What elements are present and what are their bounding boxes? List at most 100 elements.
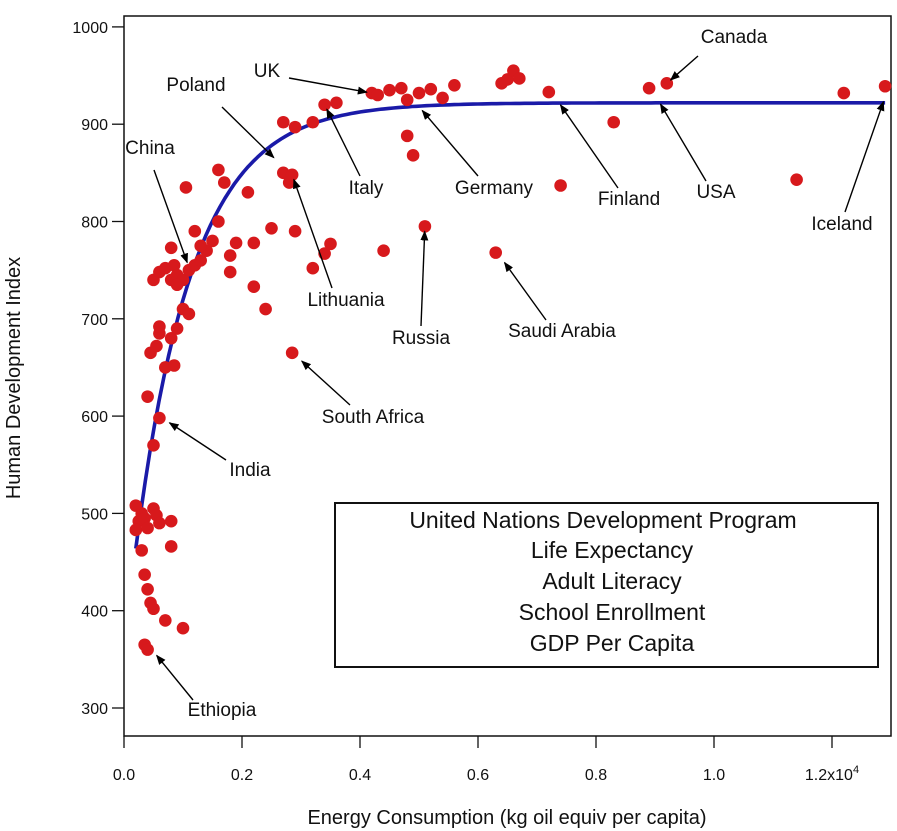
- y-tick-label-400: 400: [81, 604, 108, 621]
- x-tick-label-3: 0.6: [467, 767, 489, 784]
- data-point-13: [141, 582, 154, 596]
- data-point-98: [837, 86, 851, 100]
- annotation-india: India: [229, 460, 271, 481]
- annotation-germany: Germany: [455, 178, 534, 199]
- data-point-19: [141, 643, 154, 656]
- data-point-83: [436, 91, 449, 105]
- annotation-arrow-india: [168, 422, 227, 461]
- data-point-91: [513, 72, 526, 85]
- data-point-70: [288, 120, 302, 134]
- annotation-saudi-arabia: Saudi Arabia: [508, 321, 616, 342]
- data-point-81: [412, 86, 426, 100]
- data-point-54: [229, 236, 243, 250]
- y-tick-label-300: 300: [81, 701, 108, 718]
- data-point-27: [167, 359, 181, 372]
- annotation-arrow-iceland: [844, 100, 885, 213]
- data-point-48: [179, 181, 193, 194]
- info-box-line-1: United Nations Development Program: [409, 507, 796, 533]
- data-point-75: [371, 88, 385, 102]
- data-point-95: [642, 81, 656, 95]
- y-axis-title: Human Development Index: [3, 257, 25, 499]
- x-tick-label-4: 0.8: [585, 767, 607, 784]
- annotation-china: China: [125, 138, 175, 159]
- data-point-57: [259, 302, 272, 316]
- data-point-72: [318, 98, 331, 112]
- annotation-ethiopia: Ethiopia: [188, 700, 257, 721]
- info-box-frame: [334, 502, 879, 668]
- annotation-canada: Canada: [701, 27, 768, 48]
- info-box: United Nations Development Program Life …: [334, 502, 879, 668]
- data-point-53: [223, 265, 237, 279]
- x-axis: 0.0 0.2 0.4 0.6 0.8 1.0 1.2x104: [113, 736, 859, 784]
- annotation-lithuania: Lithuania: [307, 290, 385, 311]
- data-point-10: [164, 514, 178, 528]
- data-point-87: [489, 246, 503, 259]
- data-point-15: [147, 602, 160, 616]
- data-point-99: [878, 79, 892, 93]
- fit-curve: [134, 101, 886, 549]
- data-point-76: [383, 83, 396, 97]
- x-tick-label-5: 1.0: [703, 767, 725, 784]
- data-point-21: [141, 390, 154, 403]
- data-point-22: [153, 411, 166, 425]
- data-point-16: [159, 614, 172, 627]
- info-box-line-5: GDP Per Capita: [530, 630, 695, 656]
- annotation-south-africa: South Africa: [322, 407, 425, 428]
- plot-frame: [123, 15, 892, 737]
- data-point-60: [241, 186, 255, 199]
- annotation-arrow-russia: [420, 230, 429, 327]
- annotation-russia: Russia: [392, 328, 451, 349]
- data-point-69: [277, 115, 290, 129]
- annotation-poland: Poland: [166, 75, 225, 96]
- data-point-28: [164, 331, 178, 345]
- data-point-3: [138, 511, 151, 525]
- data-point-92: [542, 85, 556, 99]
- data-point-50: [218, 176, 231, 189]
- annotation-arrow-canada: [669, 55, 699, 81]
- data-point-79: [406, 149, 420, 162]
- data-point-65: [288, 224, 302, 238]
- y-tick-label-600: 600: [81, 409, 108, 426]
- data-point-58: [247, 236, 261, 250]
- data-point-11: [164, 540, 178, 553]
- data-point-85: [377, 244, 390, 257]
- data-point-9: [153, 516, 166, 530]
- x-axis-title: Energy Consumption (kg oil equiv per cap…: [307, 807, 706, 829]
- data-point-82: [424, 82, 438, 96]
- y-tick-label-700: 700: [81, 312, 108, 329]
- data-point-94: [607, 115, 620, 129]
- data-point-97: [790, 173, 803, 186]
- data-point-51: [206, 234, 219, 248]
- data-points: [129, 64, 892, 656]
- data-point-86: [418, 220, 432, 233]
- annotation-arrow-poland: [221, 106, 275, 159]
- annotation-arrow-south-africa: [301, 360, 351, 406]
- data-point-64: [285, 168, 299, 182]
- data-point-93: [554, 179, 567, 192]
- y-tick-label-1000: 1000: [72, 20, 108, 37]
- data-point-42: [188, 224, 202, 238]
- annotation-arrow-italy: [326, 108, 361, 177]
- data-point-20: [147, 438, 160, 452]
- annotation-italy: Italy: [349, 178, 384, 199]
- info-box-line-3: Adult Literacy: [542, 568, 682, 594]
- annotation-usa: USA: [696, 182, 735, 203]
- data-point-77: [395, 81, 408, 95]
- annotation-arrow-germany: [421, 109, 479, 177]
- data-point-4: [129, 523, 143, 537]
- data-point-44: [164, 241, 178, 255]
- annotation-arrow-ethiopia: [156, 654, 194, 701]
- annotation-arrow-uk: [288, 77, 368, 95]
- data-point-71: [306, 115, 320, 129]
- fit-curve-group: [134, 101, 886, 549]
- data-point-29: [170, 322, 184, 335]
- data-point-84: [448, 78, 461, 92]
- data-point-49: [212, 163, 225, 177]
- data-point-78: [400, 129, 414, 143]
- data-point-66: [306, 261, 320, 275]
- data-point-80: [400, 93, 414, 107]
- y-axis: 300 400 500 600 700 800 900 1000: [72, 20, 124, 718]
- data-point-55: [223, 249, 237, 262]
- x-tick-exponent: 4: [853, 764, 859, 776]
- data-point-30: [153, 320, 166, 333]
